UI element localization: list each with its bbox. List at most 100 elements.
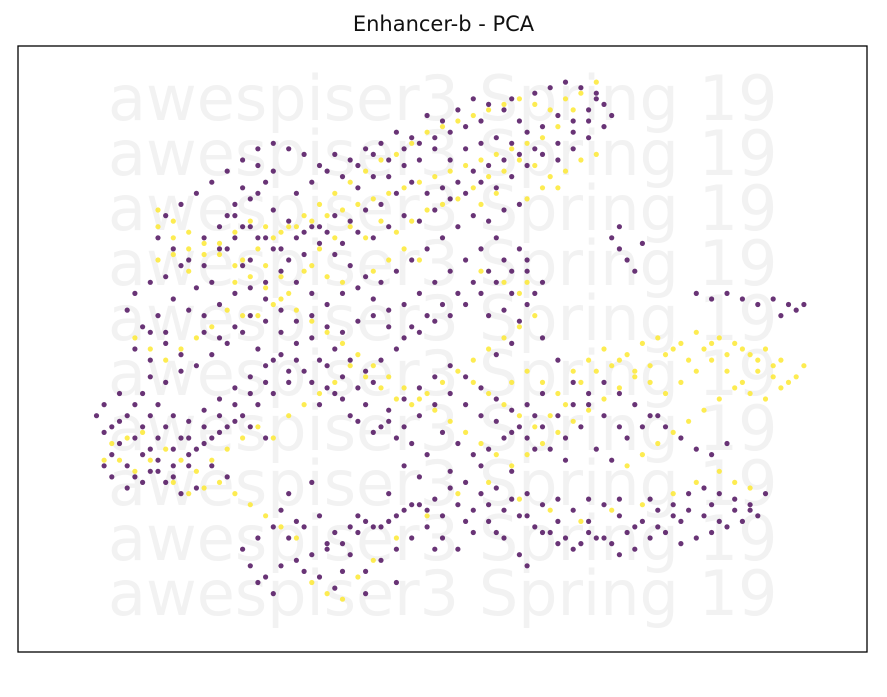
scatter-point-purple xyxy=(378,279,384,285)
scatter-point-purple xyxy=(286,218,292,224)
scatter-point-purple xyxy=(647,413,653,419)
scatter-point-yellow xyxy=(478,201,484,207)
scatter-point-purple xyxy=(447,196,453,202)
scatter-point-purple xyxy=(455,290,461,296)
scatter-point-purple xyxy=(662,529,669,536)
scatter-point-purple xyxy=(470,213,476,219)
scatter-point-purple xyxy=(793,307,799,313)
scatter-point-yellow xyxy=(747,352,753,358)
scatter-point-purple xyxy=(332,390,338,397)
scatter-point-purple xyxy=(224,340,230,346)
scatter-point-purple xyxy=(432,318,438,324)
scatter-point-purple xyxy=(478,118,484,124)
scatter-point-purple xyxy=(370,235,376,241)
scatter-point-purple xyxy=(586,402,592,408)
scatter-point-yellow xyxy=(332,235,338,241)
scatter-point-purple xyxy=(363,402,369,408)
scatter-point-yellow xyxy=(363,235,369,241)
scatter-point-purple xyxy=(555,518,561,525)
scatter-point-yellow xyxy=(524,368,530,374)
scatter-point-purple xyxy=(309,179,315,185)
scatter-point-yellow xyxy=(370,268,376,274)
scatter-point-purple xyxy=(255,346,261,352)
scatter-point-purple xyxy=(247,563,253,569)
scatter-point-purple xyxy=(201,440,207,447)
scatter-point-purple xyxy=(286,368,292,374)
scatter-point-yellow xyxy=(263,513,269,519)
scatter-point-yellow xyxy=(216,240,223,246)
scatter-point-yellow xyxy=(732,340,738,346)
scatter-point-yellow xyxy=(616,357,623,363)
scatter-point-yellow xyxy=(701,346,707,352)
scatter-point-purple xyxy=(555,140,561,146)
scatter-point-yellow xyxy=(509,146,515,152)
scatter-point-purple xyxy=(216,224,223,230)
scatter-point-purple xyxy=(609,235,615,241)
scatter-point-yellow xyxy=(701,407,707,413)
scatter-point-purple xyxy=(416,290,422,296)
scatter-point-purple xyxy=(324,363,330,369)
scatter-point-yellow xyxy=(578,90,584,96)
scatter-point-purple xyxy=(524,129,530,135)
scatter-point-purple xyxy=(470,529,476,536)
scatter-point-purple xyxy=(509,268,515,274)
scatter-point-purple xyxy=(447,268,453,274)
scatter-point-purple xyxy=(355,229,361,235)
scatter-point-purple xyxy=(124,485,130,491)
scatter-point-purple xyxy=(432,374,438,380)
scatter-point-purple xyxy=(270,357,276,363)
scatter-point-purple xyxy=(447,363,453,369)
scatter-point-yellow xyxy=(770,363,776,369)
scatter-point-purple xyxy=(363,274,369,280)
scatter-point-purple xyxy=(416,218,422,224)
points-layer xyxy=(93,79,807,602)
scatter-point-yellow xyxy=(255,313,261,319)
scatter-point-purple xyxy=(363,568,369,575)
scatter-point-purple xyxy=(324,229,330,235)
scatter-point-yellow xyxy=(516,96,523,102)
scatter-point-yellow xyxy=(655,440,661,447)
scatter-point-purple xyxy=(247,390,253,397)
scatter-point-purple xyxy=(470,452,476,458)
scatter-point-purple xyxy=(447,485,453,491)
scatter-point-yellow xyxy=(532,313,538,319)
scatter-point-purple xyxy=(263,435,269,441)
scatter-point-yellow xyxy=(263,263,269,269)
scatter-point-purple xyxy=(470,96,476,102)
scatter-point-purple xyxy=(424,524,430,530)
scatter-point-yellow xyxy=(240,257,246,263)
scatter-point-purple xyxy=(201,329,207,335)
scatter-point-purple xyxy=(370,379,376,385)
scatter-point-purple xyxy=(209,279,215,285)
scatter-point-purple xyxy=(301,568,307,575)
scatter-point-purple xyxy=(424,507,430,513)
scatter-point-purple xyxy=(439,535,446,541)
scatter-point-purple xyxy=(132,346,138,352)
scatter-point-purple xyxy=(716,518,722,525)
scatter-point-purple xyxy=(286,257,292,263)
scatter-point-purple xyxy=(378,357,384,363)
scatter-point-yellow xyxy=(416,257,422,263)
scatter-point-purple xyxy=(509,140,515,146)
scatter-point-yellow xyxy=(409,140,415,146)
scatter-point-purple xyxy=(801,301,807,308)
scatter-point-purple xyxy=(709,452,715,458)
scatter-point-purple xyxy=(562,435,569,441)
scatter-point-purple xyxy=(378,557,384,563)
scatter-point-yellow xyxy=(201,485,207,491)
scatter-point-purple xyxy=(240,157,246,163)
scatter-point-purple xyxy=(524,301,530,308)
scatter-point-purple xyxy=(216,429,223,435)
scatter-point-yellow xyxy=(401,185,407,191)
scatter-point-purple xyxy=(193,190,199,196)
scatter-point-yellow xyxy=(355,352,361,358)
scatter-point-purple xyxy=(186,307,192,313)
scatter-point-purple xyxy=(516,246,523,252)
scatter-point-yellow xyxy=(309,263,315,269)
scatter-point-yellow xyxy=(478,440,484,447)
scatter-point-purple xyxy=(478,246,484,252)
scatter-point-yellow xyxy=(524,140,530,146)
scatter-point-purple xyxy=(147,413,153,419)
scatter-point-purple xyxy=(478,290,484,296)
scatter-point-purple xyxy=(155,468,161,474)
